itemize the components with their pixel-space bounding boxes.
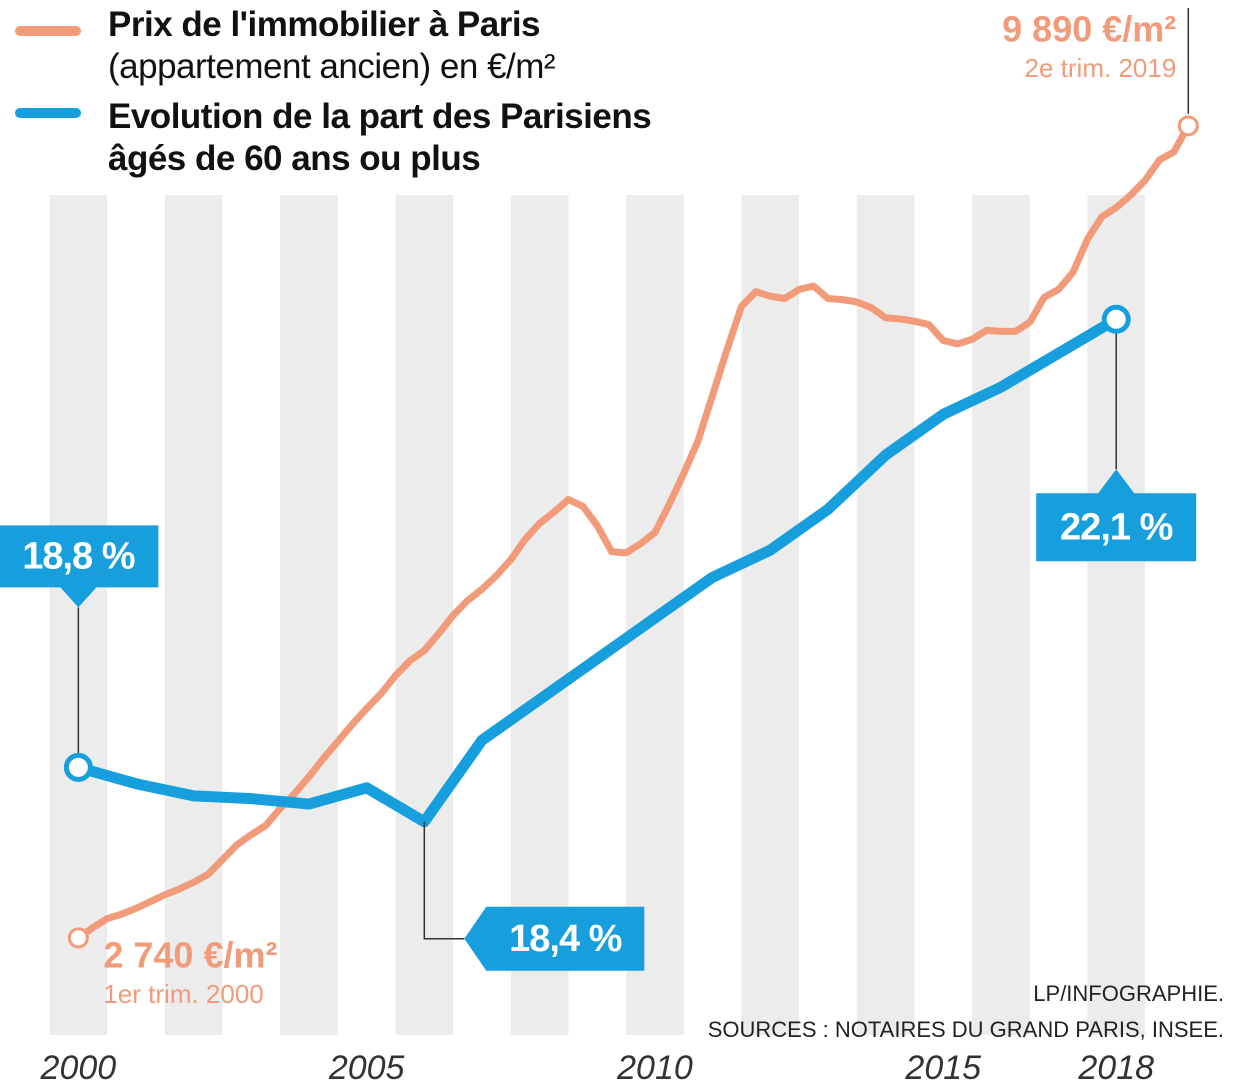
credits: LP/INFOGRAPHIE. SOURCES : NOTAIRES DU GR…	[708, 976, 1224, 1048]
x-tick-label: 2005	[328, 1049, 405, 1087]
legend-swatch	[15, 108, 81, 118]
end-marker	[66, 755, 90, 779]
value-label: 2 740 €/m²	[103, 934, 277, 975]
stripe	[280, 195, 338, 1035]
value-note: 1er trim. 2000	[103, 979, 263, 1009]
value-label: 18,8 %	[22, 535, 135, 577]
x-tick-label: 2000	[40, 1049, 117, 1087]
value-label: 18,4 %	[509, 918, 622, 960]
value-label: 22,1 %	[1060, 506, 1173, 548]
end-marker	[69, 929, 87, 947]
legend-label: Prix de l'immobilier à Paris	[108, 4, 748, 46]
x-tick-label: 2018	[1077, 1049, 1154, 1087]
legend-detail: (appartement ancien) en €/m²	[108, 46, 748, 88]
legend-swatch	[15, 26, 81, 36]
stripe	[972, 195, 1030, 1035]
value-label: 9 890 €/m²	[1002, 9, 1176, 50]
stripe	[165, 195, 223, 1035]
legend-entry: Prix de l'immobilier à Paris (appartemen…	[108, 4, 748, 88]
infographic: 2000 2005 2010 2015 2018 2 740 €/m² 1er trim. …	[0, 0, 1236, 1092]
x-tick-label: 2015	[904, 1049, 981, 1087]
line	[78, 319, 1116, 821]
end-marker	[1104, 307, 1128, 331]
credit: SOURCES : NOTAIRES DU GRAND PARIS, INSEE…	[708, 1012, 1224, 1048]
credit: LP/INFOGRAPHIE.	[708, 976, 1224, 1012]
end-marker	[1179, 117, 1197, 135]
legend-label: Evolution de la part des Parisiens âgés …	[108, 96, 728, 180]
x-tick-label: 2010	[616, 1049, 693, 1087]
value-note: 2e trim. 2019	[1025, 53, 1177, 83]
stripe	[741, 195, 799, 1035]
